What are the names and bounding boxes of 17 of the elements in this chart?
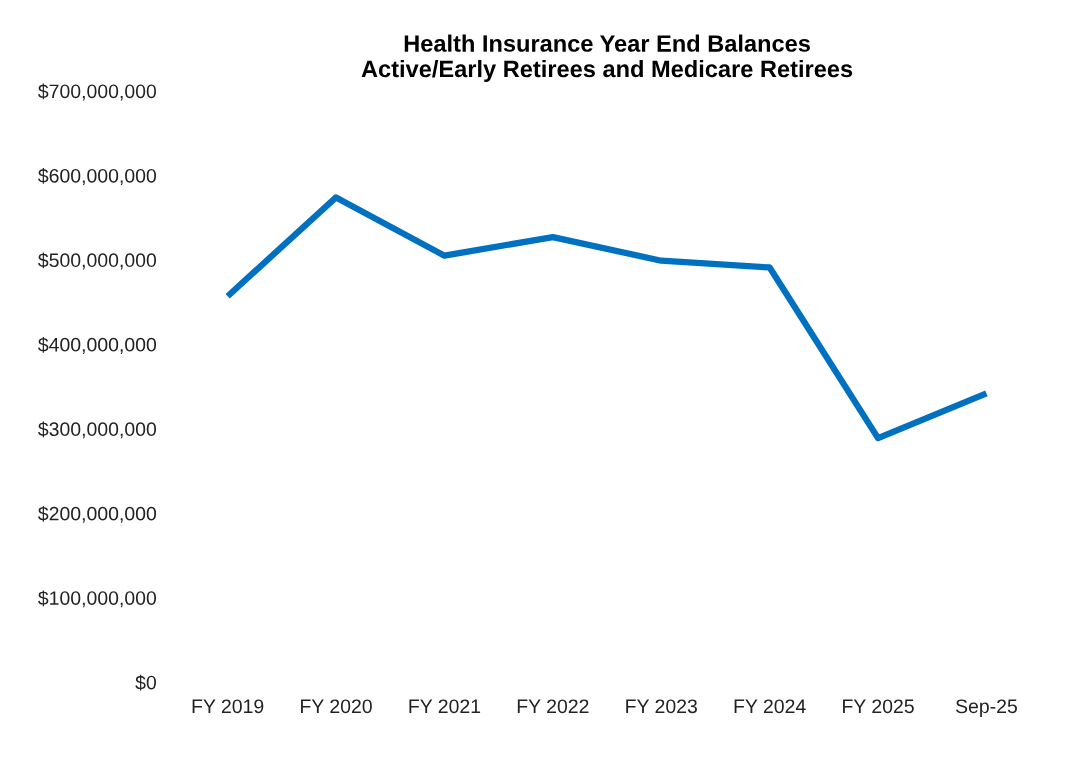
x-tick-label: FY 2020 [301, 699, 372, 714]
y-tick-label: $200,000,000 [38, 505, 157, 523]
y-tick-label: $100,000,000 [38, 590, 157, 608]
x-tick-label: Sep-25 [955, 699, 1017, 717]
y-tick-label: $500,000,000 [38, 252, 157, 270]
y-tick-label: $300,000,000 [38, 421, 157, 439]
x-tick-label: FY 2021 [409, 699, 481, 714]
x-tick-label: FY 2024 [734, 699, 806, 714]
chart-title: Health Insurance Year End Balances Active/Early Retirees and Medicare Retirees [361, 34, 853, 82]
x-tick-label: FY 2022 [517, 699, 589, 714]
y-tick-label: $700,000,000 [38, 83, 157, 101]
y-tick-label: $400,000,000 [38, 337, 157, 354]
y-tick-label: $600,000,000 [38, 168, 157, 185]
x-tick-label: FY 2023 [626, 699, 697, 714]
x-tick-label: FY 2019 [192, 699, 264, 714]
y-tick-label: $0 [135, 674, 157, 691]
x-tick-label: FY 2025 [843, 699, 914, 714]
